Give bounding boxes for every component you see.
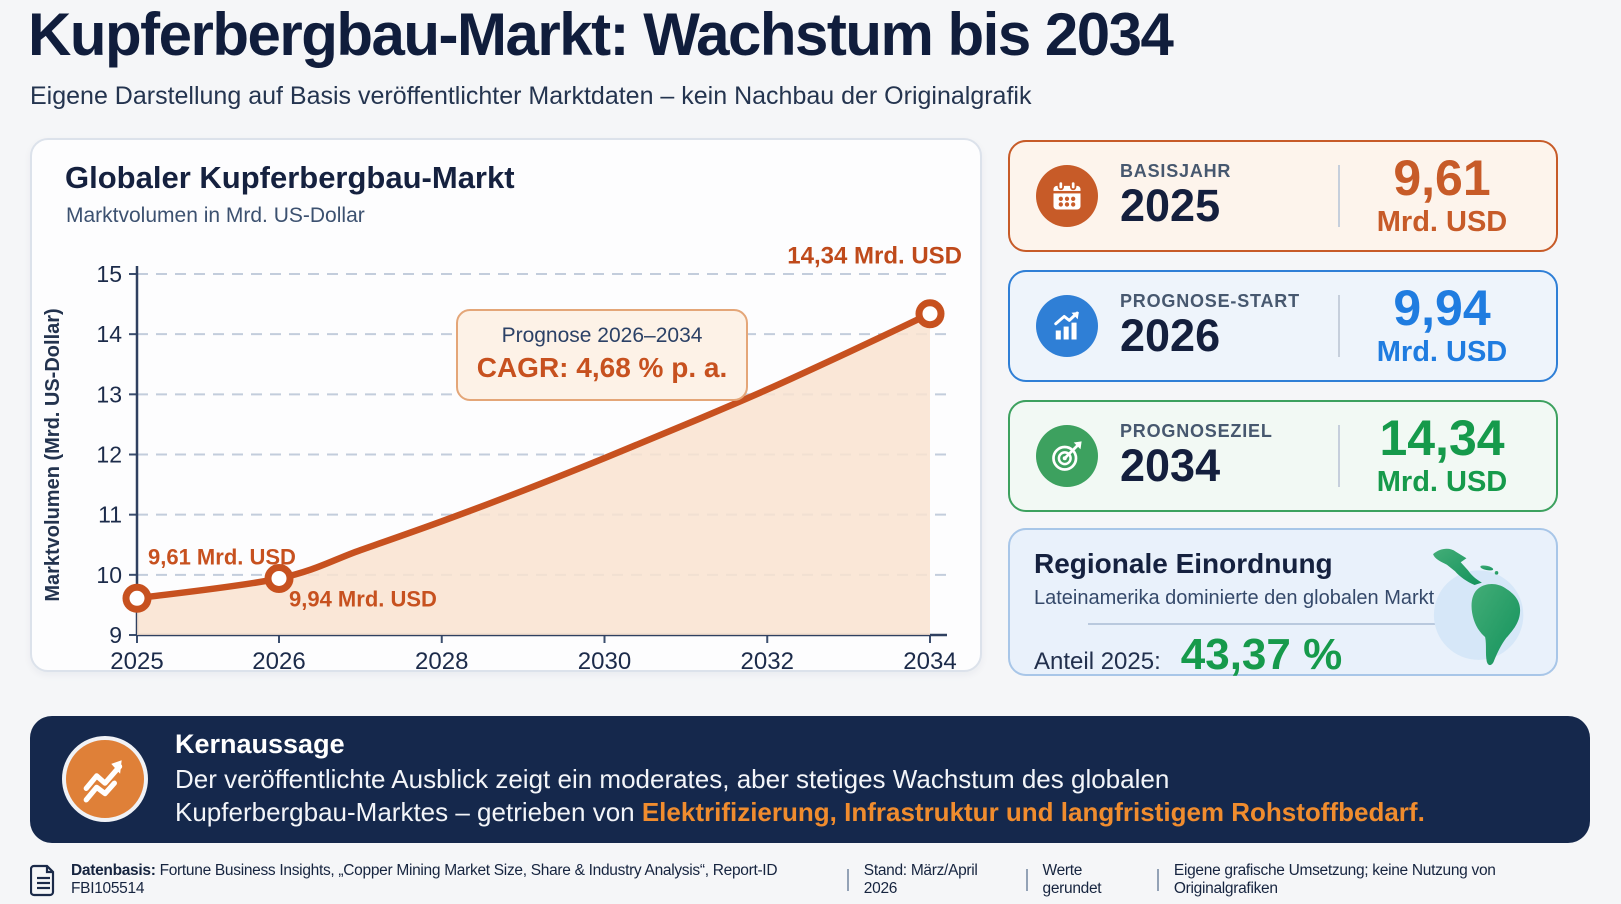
share-value: 43,37 % (1180, 630, 1343, 679)
key-message-highlight: Elektrifizierung, Infrastruktur und lang… (641, 797, 1425, 828)
svg-text:9,61 Mrd. USD: 9,61 Mrd. USD (148, 544, 296, 569)
stat-card-label: PROGNOSE-START (1120, 291, 1300, 312)
calendar-icon (1036, 165, 1098, 227)
svg-text:14,34 Mrd. USD: 14,34 Mrd. USD (787, 243, 962, 270)
stat-card-year: 2034 (1120, 440, 1221, 492)
stat-card-label: PROGNOSEZIEL (1120, 421, 1273, 442)
cagr-annotation: Prognose 2026–2034 CAGR: 4,68 % p. a. (456, 309, 748, 401)
trend-up-icon (62, 736, 148, 822)
stat-card-unit: Mrd. USD (1376, 336, 1508, 368)
svg-text:Marktvolumen (Mrd. US-Dollar): Marktvolumen (Mrd. US-Dollar) (42, 308, 64, 601)
footer-separator (1156, 869, 1159, 891)
svg-text:2032: 2032 (741, 648, 794, 670)
stat-card-label: BASISJAHR (1120, 161, 1232, 182)
chart-subtitle: Marktvolumen in Mrd. US-Dollar (66, 204, 365, 227)
stat-card-value: 14,34 (1379, 410, 1505, 466)
footer-source-text: Fortune Business Insights, „Copper Minin… (71, 862, 778, 897)
svg-text:9: 9 (109, 622, 122, 648)
key-message-line2-prefix: Kupferbergbau-Marktes – getrieben von (175, 797, 642, 828)
bar-chart-icon (1036, 295, 1098, 357)
stat-card-year: 2025 (1120, 180, 1221, 232)
stat-card-unit: Mrd. USD (1376, 206, 1508, 238)
svg-text:10: 10 (96, 562, 122, 588)
svg-text:11: 11 (98, 502, 122, 528)
key-message-banner: Kernaussage Der veröffentlichte Ausblick… (30, 716, 1590, 843)
svg-text:2025: 2025 (110, 648, 163, 670)
svg-text:14: 14 (96, 321, 122, 347)
footer-item-stand: Stand: März/April 2026 (863, 862, 978, 897)
svg-text:2026: 2026 (252, 648, 305, 670)
region-card-title: Regionale Einordnung (1034, 548, 1333, 579)
svg-text:2030: 2030 (578, 648, 631, 670)
svg-text:12: 12 (96, 442, 122, 468)
svg-text:13: 13 (96, 381, 122, 407)
svg-text:15: 15 (96, 261, 122, 287)
chart-title: Globaler Kupferbergbau-Markt (65, 160, 515, 195)
stat-card-value: 9,94 (1393, 280, 1491, 336)
stat-card-year: 2026 (1120, 310, 1221, 362)
stat-card-basisjahr: BASISJAHR 2025 9,61 Mrd. USD (1008, 140, 1558, 252)
forecast-range-label: Prognose 2026–2034 (501, 324, 703, 347)
document-icon (30, 864, 55, 896)
svg-text:9,94 Mrd. USD: 9,94 Mrd. USD (289, 586, 437, 611)
svg-text:2028: 2028 (415, 648, 468, 670)
stat-card-prognoseziel: PROGNOSEZIEL 2034 14,34 Mrd. USD (1008, 400, 1558, 512)
region-card: Regionale Einordnung Lateinamerika domin… (1008, 528, 1558, 676)
footer: Datenbasis: Fortune Business Insights, „… (30, 862, 1591, 898)
key-message-line1: Der veröffentlichte Ausblick zeigt ein m… (175, 764, 1170, 794)
page-title: Kupferbergbau-Markt: Wachstum bis 2034 (28, 1, 1174, 68)
footer-item-disclaimer: Eigene grafische Umsetzung; keine Nutzun… (1173, 862, 1496, 897)
target-icon (1036, 425, 1098, 487)
divider (1338, 425, 1340, 487)
page-subtitle: Eigene Darstellung auf Basis veröffentli… (30, 82, 1032, 110)
key-message-title: Kernaussage (175, 729, 345, 759)
divider (1338, 165, 1340, 227)
latin-america-map (1433, 548, 1524, 666)
footer-separator (846, 869, 849, 891)
footer-separator (1025, 869, 1028, 891)
key-message-body: Der veröffentlichte Ausblick zeigt ein m… (175, 763, 1425, 830)
share-label: Anteil 2025: (1034, 648, 1161, 675)
stat-card-value: 9,61 (1393, 150, 1491, 206)
footer-source: Datenbasis: Fortune Business Insights, „… (71, 862, 832, 898)
stat-card-prognose-start: PROGNOSE-START 2026 9,94 Mrd. USD (1008, 270, 1558, 382)
region-card-subtitle: Lateinamerika dominierte den globalen Ma… (1034, 587, 1440, 609)
stat-card-unit: Mrd. USD (1376, 466, 1508, 498)
chart-panel: 9 10 11 12 13 14 15 2025 2026 2028 2030 2032 2034 Mar… (30, 138, 982, 672)
cagr-value-label: CAGR: 4,68 % p. a. (476, 352, 728, 383)
svg-text:2034: 2034 (903, 648, 956, 670)
footer-source-label: Datenbasis: (71, 862, 156, 879)
divider (1088, 623, 1478, 625)
divider (1338, 295, 1340, 357)
footer-item-rounding: Werte gerundet (1042, 862, 1102, 897)
